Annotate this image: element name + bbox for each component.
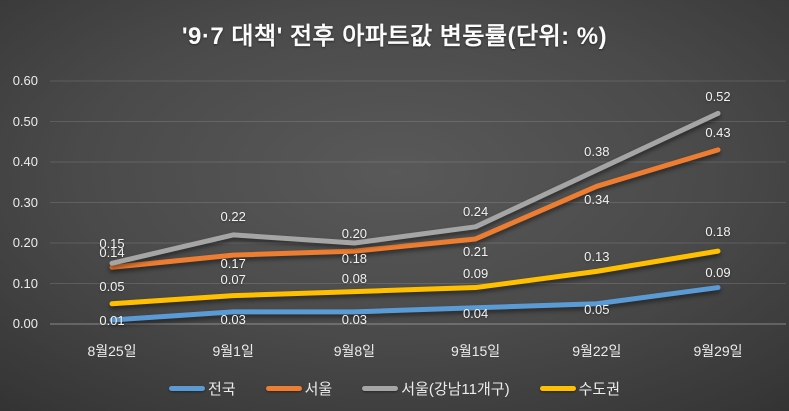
data-label: 0.17 [220,256,246,272]
data-label: 0.04 [462,305,489,321]
data-label: 0.15 [99,236,125,252]
data-label: 0.03 [220,311,246,327]
data-label: 0.07 [220,271,246,287]
y-tick-label: 0.50 [12,113,38,129]
x-tick-label: 9월8일 [333,343,376,359]
data-label: 0.22 [220,208,246,224]
legend-item-수도권: 수도권 [539,378,620,399]
legend-swatch-icon [539,386,576,391]
legend-label: 전국 [208,381,236,398]
data-label: 0.18 [705,224,731,240]
legend-label: 서울 [304,381,333,398]
legend-swatch-icon [362,386,399,391]
y-tick-label: 0.10 [12,275,38,291]
series-line-서울(강남11개구) [109,110,721,266]
series-line-수도권 [109,248,721,307]
data-label: 0.52 [705,89,731,105]
legend-swatch-icon [169,386,205,391]
legend-item-서울(강남11개구): 서울(강남11개구) [362,378,510,399]
y-tick-label: 0.30 [12,194,38,210]
data-label: 0.20 [341,226,368,241]
x-tick-label: 9월1일 [212,343,254,359]
legend-item-서울: 서울 [265,378,333,399]
legend-label: 수도권 [578,381,620,398]
data-label: 0.03 [341,311,368,327]
data-label: 0.05 [584,301,610,317]
legend-swatch-icon [265,386,302,391]
x-tick-label: 9월15일 [451,343,501,359]
data-label: 0.38 [584,144,610,160]
data-label: 0.13 [584,249,610,265]
data-label: 0.01 [99,312,125,328]
data-label: 0.24 [462,203,489,219]
data-label: 0.05 [99,278,125,294]
data-label: 0.18 [341,251,368,267]
chart-title: '9·7 대책' 전후 아파트값 변동률(단위: %) [181,23,608,50]
y-tick-label: 0.40 [12,154,38,169]
series-line-서울 [109,147,721,270]
x-tick-label: 9월22일 [572,343,622,359]
y-tick-label: 0.00 [12,316,38,331]
data-label: 0.43 [705,124,731,140]
data-label: 0.21 [462,243,489,259]
data-label: 0.08 [341,270,368,286]
legend: 전국 서울 서울(강남11개구) 수도권 [0,378,789,399]
data-label: 0.34 [584,192,610,208]
legend-label: 서울(강남11개구) [401,381,510,398]
y-tick-label: 0.20 [12,235,38,250]
data-label: 0.09 [705,264,731,280]
legend-item-전국: 전국 [169,378,236,399]
x-tick-label: 8월25일 [87,343,137,359]
data-label: 0.09 [462,265,489,281]
y-tick-label: 0.60 [12,73,38,88]
series-line-전국 [109,285,721,323]
x-tick-label: 9월29일 [693,343,743,359]
data-label: 0.14 [99,245,125,261]
